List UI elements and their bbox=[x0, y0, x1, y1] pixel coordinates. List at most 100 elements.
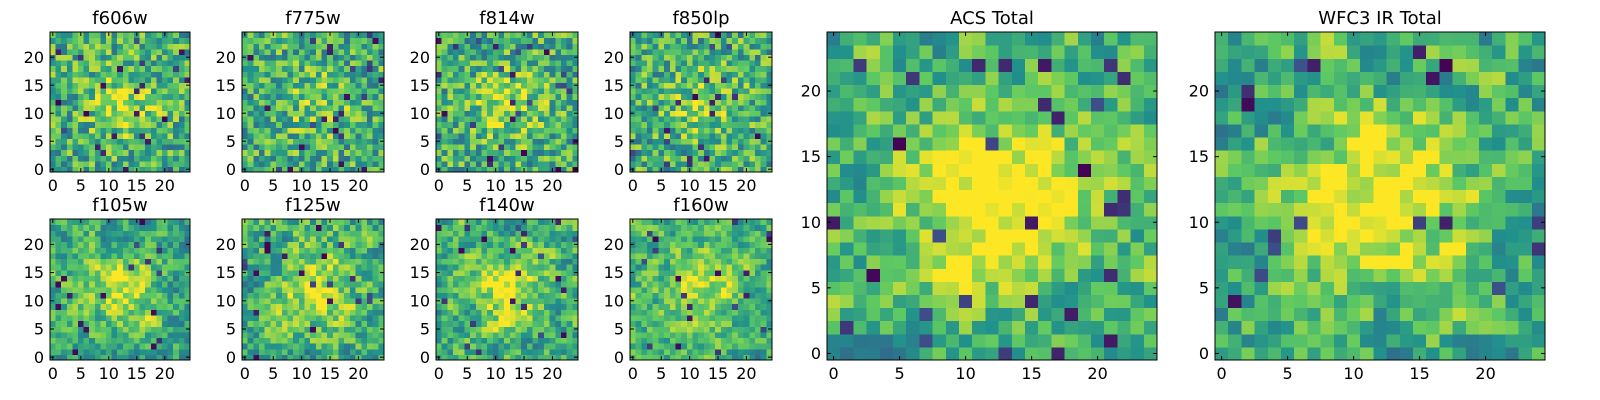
heatmap-cell bbox=[134, 132, 141, 139]
heatmap-cell bbox=[458, 99, 465, 106]
heatmap-cell bbox=[504, 241, 511, 248]
heatmap-cell bbox=[332, 104, 340, 111]
heatmap-cell bbox=[293, 88, 300, 95]
heatmap-cell bbox=[139, 132, 146, 139]
heatmap-cell bbox=[100, 99, 107, 106]
heatmap-cell bbox=[270, 258, 277, 265]
heatmap-cell bbox=[117, 32, 124, 39]
heatmap-cell bbox=[150, 71, 157, 78]
heatmap-cell bbox=[338, 241, 345, 248]
heatmap-cell bbox=[504, 166, 511, 173]
heatmap-cell bbox=[754, 155, 762, 162]
heatmap-cell bbox=[247, 314, 254, 322]
heatmap-cell bbox=[664, 138, 671, 145]
heatmap-cell bbox=[344, 132, 351, 139]
heatmap-cell bbox=[566, 281, 573, 288]
heatmap-cell bbox=[504, 116, 511, 123]
heatmap-cell bbox=[162, 82, 169, 89]
heatmap-cell bbox=[173, 337, 180, 344]
heatmap-cell bbox=[78, 314, 85, 322]
heatmap-cell bbox=[139, 160, 146, 167]
heatmap-cell bbox=[253, 235, 260, 243]
heatmap-cell bbox=[504, 32, 511, 39]
heatmap-cell bbox=[293, 326, 300, 333]
heatmap-cell bbox=[509, 60, 517, 67]
heatmap-cell bbox=[543, 54, 551, 61]
heatmap-cell bbox=[447, 104, 454, 111]
heatmap-cell bbox=[566, 116, 573, 123]
heatmap-cell bbox=[481, 258, 488, 265]
heatmap-cell bbox=[532, 65, 539, 72]
heatmap-cell bbox=[464, 155, 471, 162]
heatmap-cell bbox=[526, 320, 534, 327]
heatmap-cell bbox=[766, 60, 773, 67]
heatmap-cell bbox=[117, 348, 124, 355]
heatmap-cell bbox=[361, 331, 368, 339]
heatmap-cell bbox=[436, 43, 443, 50]
heatmap-cell bbox=[162, 303, 169, 310]
heatmap-cell bbox=[247, 286, 254, 293]
heatmap-cell bbox=[703, 82, 711, 89]
heatmap-cell bbox=[242, 314, 249, 322]
heatmap-cell bbox=[264, 286, 271, 293]
heatmap-cell bbox=[247, 354, 254, 361]
heatmap-cell bbox=[321, 247, 328, 254]
heatmap-cell bbox=[366, 224, 374, 231]
heatmap-cell bbox=[150, 132, 157, 139]
heatmap-cell bbox=[560, 127, 568, 134]
heatmap-cell bbox=[253, 166, 260, 173]
heatmap-cell bbox=[128, 219, 135, 226]
heatmap-cell bbox=[287, 37, 294, 44]
heatmap-cell bbox=[635, 292, 642, 299]
heatmap-cell bbox=[521, 60, 528, 67]
heatmap-cell bbox=[332, 326, 340, 333]
heatmap-cell bbox=[458, 71, 465, 78]
heatmap-cells bbox=[630, 32, 773, 173]
heatmap-cell bbox=[732, 309, 739, 316]
heatmap-cell bbox=[122, 110, 129, 117]
heatmap-cell bbox=[173, 235, 180, 243]
heatmap-cell bbox=[259, 252, 266, 260]
heatmap-cell bbox=[372, 326, 379, 333]
heatmap-cell bbox=[264, 138, 271, 145]
heatmap-cell bbox=[332, 303, 340, 310]
heatmap-cell bbox=[349, 281, 357, 288]
heatmap-cell bbox=[276, 138, 283, 145]
heatmap-cell bbox=[698, 60, 705, 67]
heatmap-cell bbox=[692, 348, 699, 355]
heatmap-cell bbox=[647, 303, 654, 310]
heatmap-cell bbox=[139, 43, 146, 50]
heatmap-cell bbox=[743, 309, 750, 316]
heatmap-cell bbox=[83, 309, 90, 316]
heatmap-cell bbox=[332, 48, 340, 55]
heatmap-cell bbox=[94, 144, 101, 151]
heatmap-cell bbox=[276, 149, 283, 156]
heatmap-cell bbox=[515, 54, 522, 61]
heatmap-cell bbox=[515, 275, 522, 282]
heatmap-cell bbox=[720, 82, 728, 89]
heatmap-cell bbox=[178, 82, 185, 89]
heatmap-cell bbox=[315, 286, 323, 293]
heatmap-cell bbox=[89, 343, 96, 350]
heatmap-cell bbox=[470, 224, 477, 231]
heatmap-cell bbox=[698, 160, 705, 167]
heatmap-cell bbox=[287, 281, 294, 288]
heatmap-cell bbox=[372, 235, 379, 243]
heatmap-cell bbox=[669, 48, 677, 55]
heatmap-cell bbox=[298, 160, 306, 167]
heatmap-cell bbox=[686, 314, 694, 322]
heatmap-cell bbox=[276, 37, 283, 44]
heatmap-cell bbox=[310, 258, 317, 265]
heatmap-cell bbox=[669, 286, 677, 293]
heatmap-cell bbox=[50, 348, 57, 355]
heatmap-cell bbox=[641, 60, 648, 67]
heatmap-cell bbox=[572, 264, 579, 271]
heatmap-cell bbox=[344, 93, 351, 100]
heatmap-cell bbox=[715, 281, 722, 288]
heatmap-cell bbox=[572, 155, 579, 162]
heatmap-cell bbox=[310, 127, 317, 134]
heatmap-cell bbox=[453, 160, 460, 167]
heatmap-cell bbox=[134, 264, 141, 271]
heatmap-cell bbox=[447, 286, 454, 293]
heatmap-cell bbox=[178, 241, 185, 248]
